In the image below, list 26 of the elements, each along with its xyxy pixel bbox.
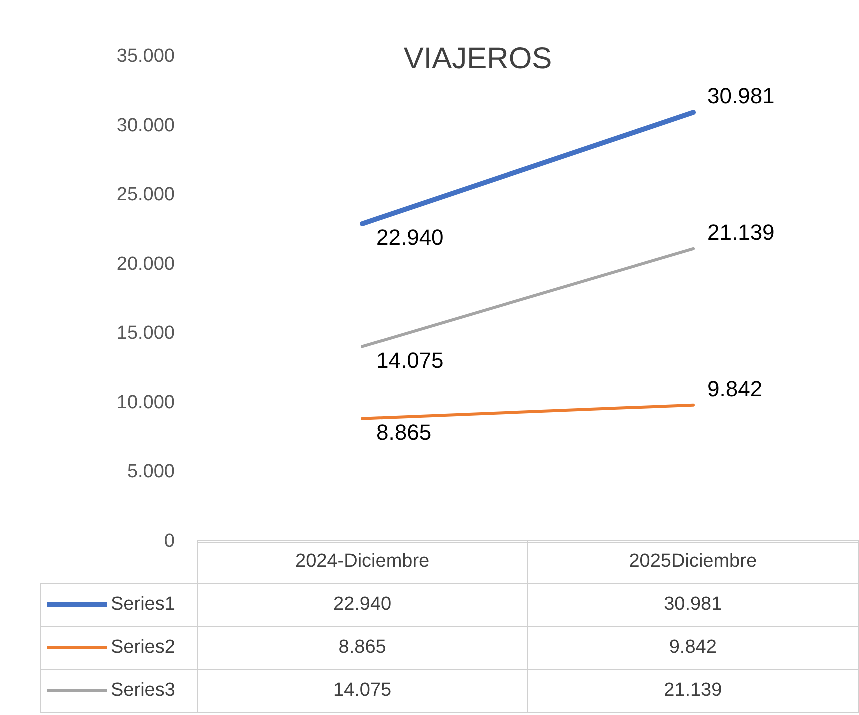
y-tick-label: 30.000	[116, 115, 175, 136]
y-tick-label: 5.000	[127, 462, 175, 483]
data-label: 22.940	[197, 584, 528, 626]
data-label: 8.865	[197, 626, 528, 670]
legend-label: Series2	[40, 626, 198, 670]
y-tick-label: 10.000	[116, 392, 175, 414]
x-tick-label: 2024-Diciembre	[197, 540, 528, 584]
x-tick-label: 2025Diciembre	[528, 540, 858, 584]
data-label: 14.075	[197, 670, 528, 712]
legend-label: Series1	[40, 584, 198, 626]
text: 14.075	[376, 348, 444, 373]
y-tick-label: 20.000	[116, 254, 175, 275]
chart-title: VIAJEROS	[404, 42, 552, 76]
text: 30.981	[708, 84, 775, 109]
text: 22.940	[376, 225, 444, 250]
data-label: 9.842	[528, 626, 858, 670]
legend-label: Series3	[40, 670, 198, 712]
data-label: 30.981	[528, 584, 858, 626]
y-tick-label: 15.000	[116, 323, 175, 344]
y-tick-label: 25.000	[116, 184, 175, 206]
y-tick-label: 0	[164, 530, 175, 552]
text: 21.139	[708, 220, 775, 245]
y-tick-label: 35.000	[116, 46, 175, 68]
data-label: 21.139	[528, 670, 858, 712]
text: 8.865	[376, 420, 432, 445]
text: 9.842	[708, 376, 763, 402]
